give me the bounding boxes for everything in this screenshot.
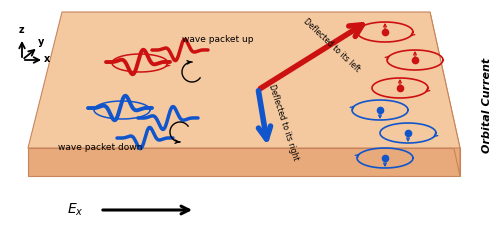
- Text: wave packet up: wave packet up: [182, 35, 254, 45]
- Text: Deflected to its right: Deflected to its right: [268, 83, 300, 161]
- Text: Deflected to its left: Deflected to its left: [302, 17, 362, 74]
- Text: y: y: [38, 37, 44, 47]
- Polygon shape: [28, 12, 460, 148]
- Text: x: x: [44, 54, 50, 64]
- Polygon shape: [28, 148, 460, 176]
- Text: Orbital Current: Orbital Current: [482, 57, 492, 153]
- Text: wave packet down: wave packet down: [58, 144, 142, 153]
- Text: z: z: [18, 25, 24, 35]
- Polygon shape: [430, 12, 460, 176]
- Text: $E_x$: $E_x$: [66, 202, 84, 218]
